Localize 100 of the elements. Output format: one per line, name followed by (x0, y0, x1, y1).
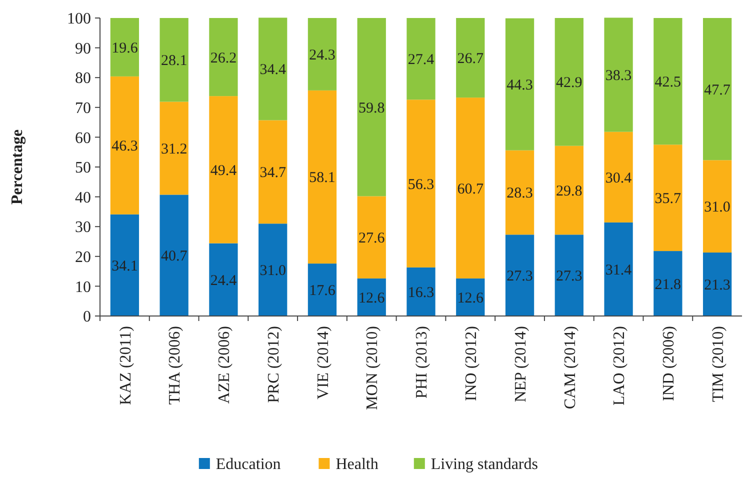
data-label: 31.0 (704, 200, 730, 216)
data-label: 34.7 (260, 165, 286, 182)
data-label: 24.3 (309, 47, 336, 64)
y-tick-label: 10 (75, 278, 91, 296)
bar (406, 267, 436, 316)
data-label: 31.4 (605, 262, 632, 278)
data-label: 30.4 (605, 170, 632, 186)
x-tick-label: NEP (2014) (512, 326, 530, 402)
bar (357, 18, 386, 196)
bar (308, 18, 337, 90)
bar (456, 98, 485, 278)
data-label: 34.1 (112, 258, 138, 274)
x-tick-label: IND (2006) (660, 326, 678, 402)
y-tick-label: 70 (75, 100, 91, 117)
bar (110, 214, 140, 316)
x-tick-label: INO (2012) (462, 326, 480, 402)
bar (258, 18, 288, 120)
bar (110, 76, 140, 214)
x-tick-label: LAO (2012) (611, 326, 628, 406)
data-label: 21.8 (654, 276, 682, 293)
bar (209, 18, 238, 96)
data-label: 42.5 (654, 74, 682, 91)
data-label: 40.7 (160, 248, 188, 265)
data-label: 19.6 (112, 40, 138, 56)
y-axis-title: Percentage (9, 129, 26, 205)
y-tick-label: 0 (83, 308, 91, 326)
data-label: 27.3 (556, 268, 582, 285)
data-label: 47.7 (704, 82, 731, 98)
x-tick-label: VIE (2014) (314, 326, 332, 400)
data-label: 46.3 (112, 138, 138, 155)
data-label: 31.0 (260, 263, 286, 280)
data-label: 24.4 (210, 272, 238, 289)
bar (702, 160, 732, 253)
bar (209, 96, 238, 244)
bar (110, 18, 140, 76)
data-label: 16.3 (408, 284, 434, 301)
x-tick-label: THA (2006) (166, 326, 184, 405)
x-tick-label: CAM (2014) (562, 326, 579, 410)
y-tick-label: 90 (75, 40, 91, 58)
bar (209, 243, 238, 316)
bar (308, 264, 337, 316)
data-label: 26.7 (457, 51, 484, 68)
data-label: 35.7 (654, 191, 682, 208)
data-label: 21.3 (704, 278, 730, 294)
x-tick-label: MON (2010) (364, 326, 382, 410)
bar (654, 251, 682, 316)
bar (554, 234, 584, 316)
bar (406, 18, 436, 100)
data-label: 34.4 (260, 62, 286, 78)
bar (258, 120, 288, 224)
bar (554, 18, 584, 146)
data-label: 12.6 (457, 290, 484, 306)
data-label: 42.9 (556, 75, 582, 92)
y-tick-label: 100 (67, 10, 91, 28)
bar (505, 150, 534, 235)
y-tick-label: 30 (75, 219, 91, 236)
data-label: 12.6 (358, 290, 386, 306)
bar (654, 144, 682, 252)
bar (654, 18, 682, 145)
bar (604, 18, 633, 132)
legend-label: Living standards (430, 456, 538, 473)
bar (160, 18, 188, 102)
bar (357, 196, 386, 278)
data-label: 28.1 (160, 53, 188, 70)
bar (406, 100, 436, 268)
bar (702, 252, 732, 316)
data-label: 29.8 (556, 183, 582, 200)
y-tick-label: 20 (75, 249, 91, 266)
bar (505, 18, 534, 150)
data-label: 17.6 (309, 283, 336, 300)
bar (160, 102, 188, 195)
data-label: 58.1 (309, 170, 336, 186)
bar (308, 90, 337, 264)
legend-label: Health (336, 456, 378, 473)
x-tick-label: PRC (2012) (265, 326, 282, 403)
bar (505, 234, 534, 316)
bar (604, 132, 633, 222)
data-label: 59.8 (358, 100, 385, 116)
data-label: 26.2 (210, 50, 237, 66)
legend-label: Education (216, 456, 281, 473)
bar (554, 146, 584, 235)
data-label: 27.3 (506, 268, 533, 285)
x-tick-label: PHI (2013) (414, 326, 431, 398)
data-label: 31.2 (160, 141, 188, 158)
bar (456, 18, 485, 98)
data-label: 27.4 (408, 52, 435, 68)
data-label: 49.4 (210, 162, 238, 179)
y-tick-label: 40 (75, 189, 91, 206)
x-tick-label: TIM (2010) (710, 326, 727, 402)
y-tick-label: 50 (75, 160, 91, 177)
x-tick-label: KAZ (2011) (117, 326, 134, 405)
data-label: 56.3 (408, 176, 434, 193)
bar (702, 18, 732, 160)
bar (258, 224, 288, 316)
data-label: 27.6 (358, 230, 386, 247)
bar (160, 194, 188, 316)
data-label: 60.7 (457, 181, 484, 198)
data-label: 44.3 (506, 78, 533, 94)
y-tick-label: 60 (75, 130, 91, 147)
x-tick-label: AZE (2006) (216, 326, 234, 404)
